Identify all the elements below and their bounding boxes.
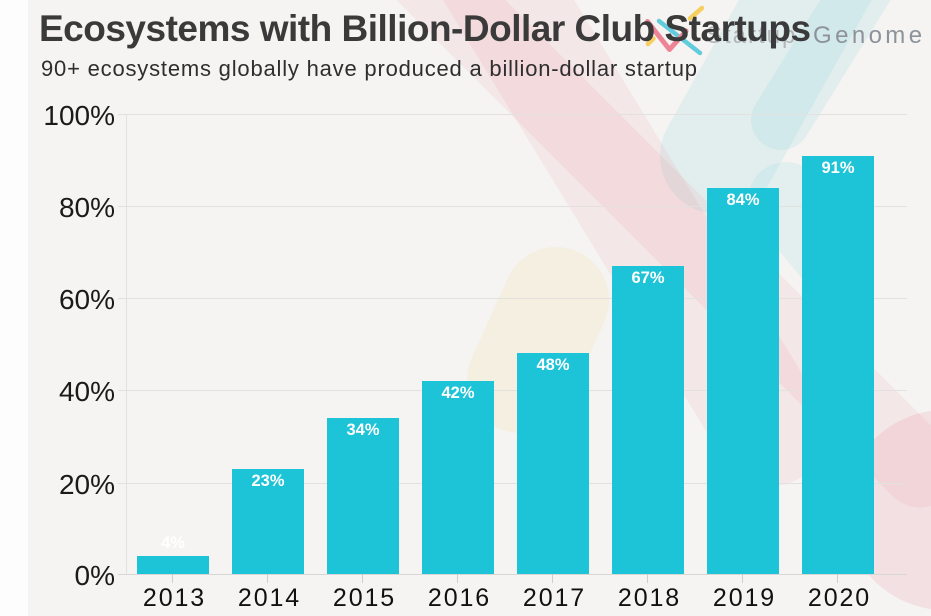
svg-text:Genome: Genome — [813, 22, 925, 49]
svg-text:Startup: Startup — [706, 22, 797, 49]
